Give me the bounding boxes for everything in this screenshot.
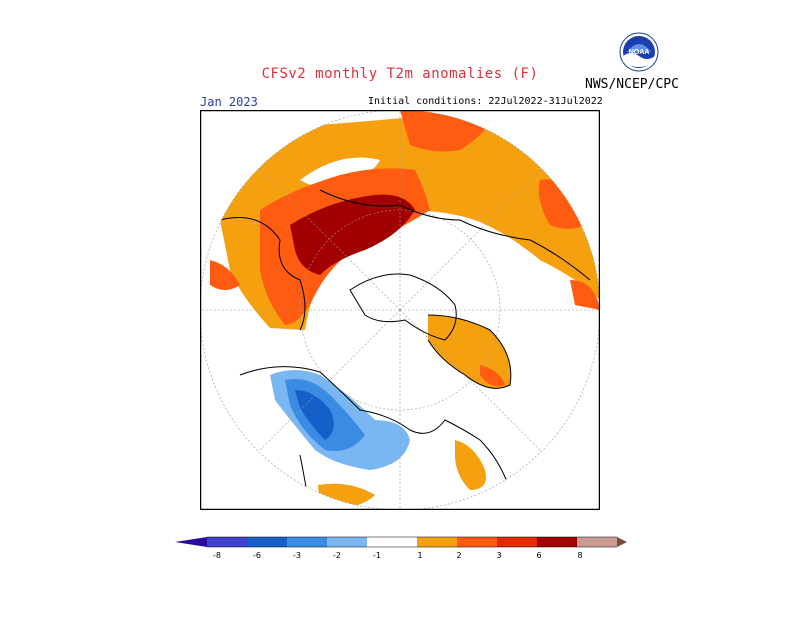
polar-map bbox=[200, 110, 600, 510]
legend-label: -2 bbox=[333, 551, 341, 560]
legend-label: -8 bbox=[213, 551, 221, 560]
color-legend: -8 -6 -3 -2 -1 1 2 3 6 8 bbox=[175, 536, 627, 560]
siberia-core-region bbox=[290, 194, 415, 275]
legend-label: -1 bbox=[373, 551, 381, 560]
legend-swatch bbox=[247, 537, 287, 547]
valid-month: Jan 2023 bbox=[200, 95, 258, 109]
logo-text: NOAA bbox=[629, 49, 650, 56]
legend-swatch bbox=[457, 537, 497, 547]
legend-label: 2 bbox=[456, 551, 461, 560]
legend-label: 8 bbox=[577, 551, 582, 560]
map-title: CFSv2 monthly T2m anomalies (F) bbox=[261, 66, 539, 82]
legend-swatch bbox=[417, 537, 457, 547]
legend-swatch bbox=[287, 537, 327, 547]
legend-label: 3 bbox=[496, 551, 501, 560]
legend-label: -3 bbox=[293, 551, 301, 560]
legend-swatch bbox=[367, 537, 417, 547]
noaa-logo-icon: NOAA bbox=[619, 32, 659, 72]
legend-label: 6 bbox=[536, 551, 541, 560]
legend-arrow-left bbox=[175, 537, 207, 547]
legend-label: -6 bbox=[253, 551, 261, 560]
legend-swatch bbox=[577, 537, 617, 547]
legend-swatch bbox=[207, 537, 247, 547]
legend-swatch bbox=[537, 537, 577, 547]
agency-label: NWS/NCEP/CPC bbox=[585, 77, 679, 92]
legend-label: 1 bbox=[417, 551, 422, 560]
legend-swatch bbox=[497, 537, 537, 547]
legend-swatch bbox=[327, 537, 367, 547]
initial-conditions: Initial conditions: 22Jul2022-31Jul2022 bbox=[368, 96, 603, 107]
legend-arrow-right bbox=[617, 537, 627, 547]
